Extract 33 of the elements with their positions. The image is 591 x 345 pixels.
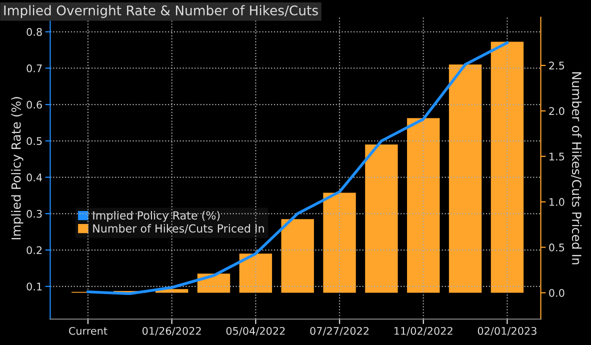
- y2-tick-label: 1.0: [550, 198, 564, 206]
- y-tick-label: 0.2: [26, 246, 42, 254]
- x-tick-label: 11/02/2022: [394, 326, 452, 336]
- y2-axis-title: Number of Hikes/Cuts Priced In: [570, 72, 582, 264]
- x-tick-label: 05/04/2022: [226, 326, 285, 336]
- x-tick-label: 02/01/2023: [478, 326, 536, 336]
- y2-tick-label: 2.5: [549, 62, 564, 70]
- y2-tick-label: 1.5: [550, 152, 564, 160]
- legend-label: Number of Hikes/Cuts Priced In: [93, 224, 264, 234]
- y-tick-label: 0.3: [26, 210, 42, 218]
- bar: [323, 192, 356, 293]
- bar: [490, 42, 524, 293]
- bar: [365, 144, 398, 293]
- y-tick-label: 0.5: [26, 137, 42, 146]
- bar: [239, 254, 272, 293]
- y-tick-label: 0.6: [26, 100, 42, 109]
- y2-tick-label: 0.5: [549, 244, 564, 252]
- chart-title: Implied Overnight Rate & Number of Hikes/Cuts: [4, 5, 318, 18]
- legend-label: Implied Policy Rate (%): [93, 211, 220, 222]
- y-tick-label: 0.7: [26, 64, 42, 72]
- x-tick-label: 01/26/2022: [142, 326, 201, 336]
- bar: [197, 274, 230, 293]
- y-tick-label: 0.4: [26, 174, 42, 182]
- y-tick-label: 0.1: [26, 282, 42, 290]
- y-axis-title: Implied Policy Rate (%): [11, 97, 24, 240]
- y2-tick-label: 0.0: [549, 288, 564, 297]
- y-tick-label: 0.8: [26, 28, 42, 36]
- x-tick-label: 07/27/2022: [310, 326, 368, 336]
- y2-tick-label: 2.0: [549, 107, 564, 116]
- bar: [281, 219, 314, 293]
- bar: [407, 118, 440, 293]
- x-tick-label: Current: [68, 326, 108, 335]
- bar: [448, 64, 482, 293]
